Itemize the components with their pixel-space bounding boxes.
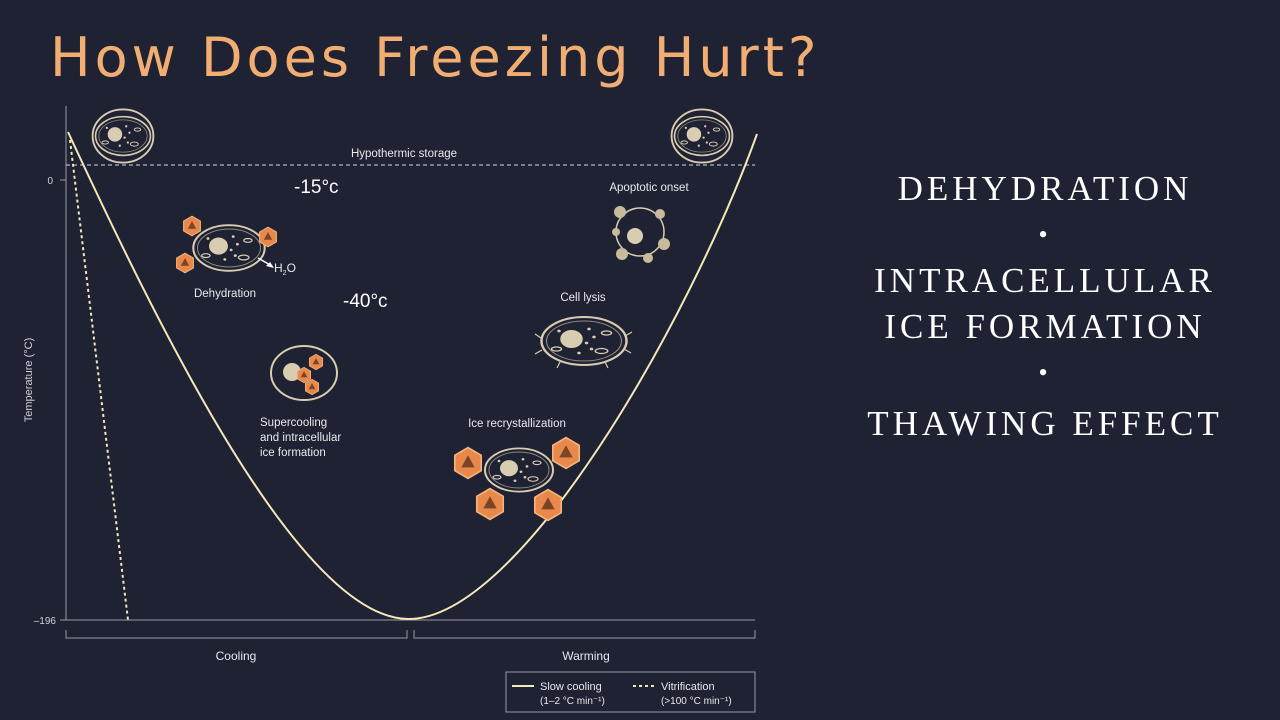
legend-vitri-rate: (>100 °C min⁻¹) [661,696,732,707]
cooling-bracket [65,630,408,639]
supercooling-label-3: ice formation [260,447,326,459]
legend-vitri-label: Vitrification [661,681,715,693]
supercooling-cell [270,345,338,401]
warming-bracket [413,630,756,639]
y-tick-0: 0 [47,176,53,187]
slow-cooling-curve [67,131,758,621]
temp-annotation-15: -15°c [294,177,339,198]
temp-annotation-40: -40°c [343,291,388,312]
cell-lysis-label: Cell lysis [560,292,606,304]
ice-recrystal-label: Ice recrystallization [468,418,566,430]
point-intracellular-line1: INTRACELLULAR [874,261,1216,300]
y-axis-label: Temperature (°C) [23,338,35,422]
healthy-cell-right [670,108,734,164]
y-tick-196: –196 [34,616,57,627]
freezing-diagram: 0 –196 Temperature (°C) Cooling Warming … [23,106,758,713]
recrystallization-cell [453,436,581,522]
legend-slow-rate: (1–2 °C min⁻¹) [540,696,605,707]
healthy-cell-left [91,108,155,164]
supercooling-label-2: and intracellular [260,432,341,444]
legend: Slow cooling (1–2 °C min⁻¹) Vitrificatio… [505,671,756,713]
apoptotic-label: Apoptotic onset [609,182,689,194]
key-points: DEHYDRATION • INTRACELLULAR ICE FORMATIO… [840,160,1250,447]
hypothermic-label: Hypothermic storage [351,148,457,160]
point-intracellular-ice: INTRACELLULAR ICE FORMATION [840,258,1250,350]
water-label: H2O [274,261,296,277]
bullet-1: • [1038,220,1052,249]
point-dehydration: DEHYDRATION [897,169,1193,208]
x-label-cooling: Cooling [216,649,257,663]
supercooling-label-1: Supercooling [260,417,327,429]
dehydration-label: Dehydration [194,288,256,300]
point-intracellular-line2: ICE FORMATION [884,307,1206,346]
slide-title: How Does Freezing Hurt? [50,26,821,89]
dehydration-cell [176,215,277,274]
lysis-cell [534,315,633,369]
x-label-warming: Warming [562,649,610,663]
legend-slow-label: Slow cooling [540,681,602,693]
vitrification-line [69,139,129,621]
apoptotic-cell [612,206,670,263]
point-thawing-effect: THAWING EFFECT [867,404,1223,443]
bullet-2: • [1038,358,1052,387]
